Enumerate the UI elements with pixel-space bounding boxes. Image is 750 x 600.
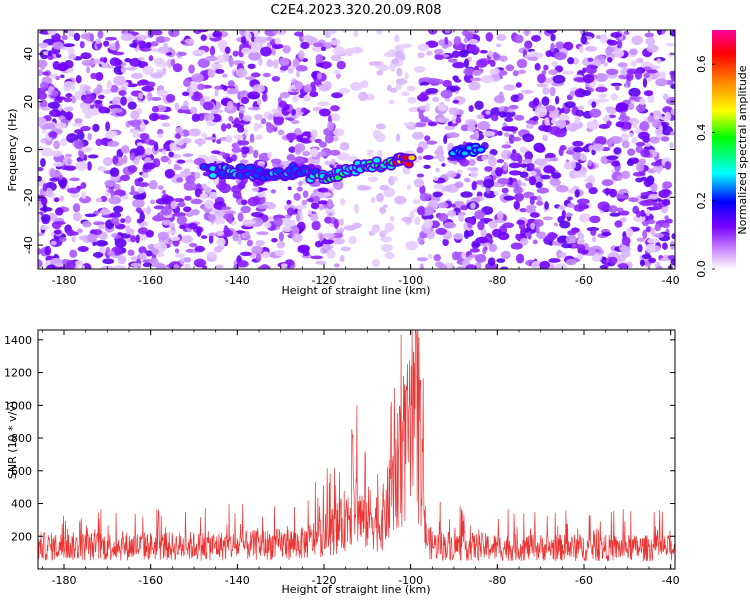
spectrogram-y-tick-label: -20 — [22, 188, 35, 206]
spectrogram-x-tick-label: -140 — [225, 274, 250, 287]
snr-x-axis: -180 -160 -140 -120 -100 -80 -60 -40 — [41, 330, 680, 587]
snr-y-tick-label: 1200 — [4, 367, 32, 380]
snr-x-tick-label: -160 — [138, 574, 163, 587]
snr-x-tick-label: -40 — [662, 574, 680, 587]
snr-y-tick-label: 1400 — [4, 334, 32, 347]
snr-x-tick-label: -60 — [575, 574, 593, 587]
figure-title: C2E4.2023.320.20.09.R08 — [270, 3, 441, 18]
snr-y-axis: 200 400 600 800 1000 1200 1400 — [4, 334, 675, 543]
snr-x-tick-label: -80 — [488, 574, 506, 587]
snr-y-tick-label: 800 — [11, 432, 32, 445]
spectrogram-x-tick-label: -100 — [398, 274, 423, 287]
colorbar-tick-label: 0.0 — [695, 260, 708, 278]
snr-series-line — [38, 330, 675, 562]
colorbar-tick-label: 0.6 — [695, 55, 708, 73]
snr-frame — [37, 329, 676, 570]
spectrogram-y-tick-label: 20 — [22, 95, 35, 109]
spectrogram-panel: -180 -160 -140 -120 -100 -80 -60 -40 -40 -20 0 20 4… — [6, 29, 680, 297]
spectrogram-y-tick-label: 40 — [22, 47, 35, 61]
spectrogram-x-tick-label: -160 — [138, 274, 163, 287]
snr-y-label: SNR (10 * v/v) — [6, 401, 19, 479]
snr-x-tick-label: -180 — [52, 574, 77, 587]
spectrogram-x-tick-label: -180 — [52, 274, 77, 287]
colorbar-label: Normalized spectral amplitude — [736, 65, 749, 234]
spectrogram-y-tick-label: -40 — [22, 236, 35, 254]
snr-x-tick-label: -100 — [398, 574, 423, 587]
snr-y-tick-label: 600 — [11, 465, 32, 478]
colorbar-ticks: 0.0 0.2 0.4 0.6 — [695, 55, 715, 278]
snr-y-tick-label: 400 — [11, 498, 32, 511]
colorbar-tick-label: 0.2 — [695, 192, 708, 210]
spectrogram-x-label: Height of straight line (km) — [281, 284, 430, 297]
spectrogram-x-tick-label: -60 — [575, 274, 593, 287]
colorbar: 0.0 0.2 0.4 0.6 Normalized spectral amplitu… — [695, 30, 749, 278]
spectrogram-x-tick-label: -120 — [312, 274, 337, 287]
spectrogram-x-tick-label: -40 — [662, 274, 680, 287]
snr-y-tick-label: 200 — [11, 530, 32, 543]
spectrogram-y-tick-label: 0 — [22, 146, 35, 153]
spectrogram-x-axis: -180 -160 -140 -120 -100 -80 -60 -40 — [41, 30, 680, 287]
snr-x-label: Height of straight line (km) — [281, 583, 430, 596]
spectrogram-x-tick-label: -80 — [488, 274, 506, 287]
spectrogram-y-label: Frequency (Hz) — [6, 109, 19, 192]
snr-x-tick-label: -140 — [225, 574, 250, 587]
spectrogram-heatmap — [38, 30, 675, 269]
snr-panel: -180 -160 -140 -120 -100 -80 -60 -40 200 400 600 8… — [4, 329, 680, 596]
colorbar-gradient — [712, 30, 736, 269]
snr-x-tick-label: -120 — [312, 574, 337, 587]
colorbar-tick-label: 0.4 — [695, 124, 708, 142]
spectrogram-y-axis: -40 -20 0 20 40 — [22, 47, 675, 254]
snr-y-tick-label: 1000 — [4, 399, 32, 412]
